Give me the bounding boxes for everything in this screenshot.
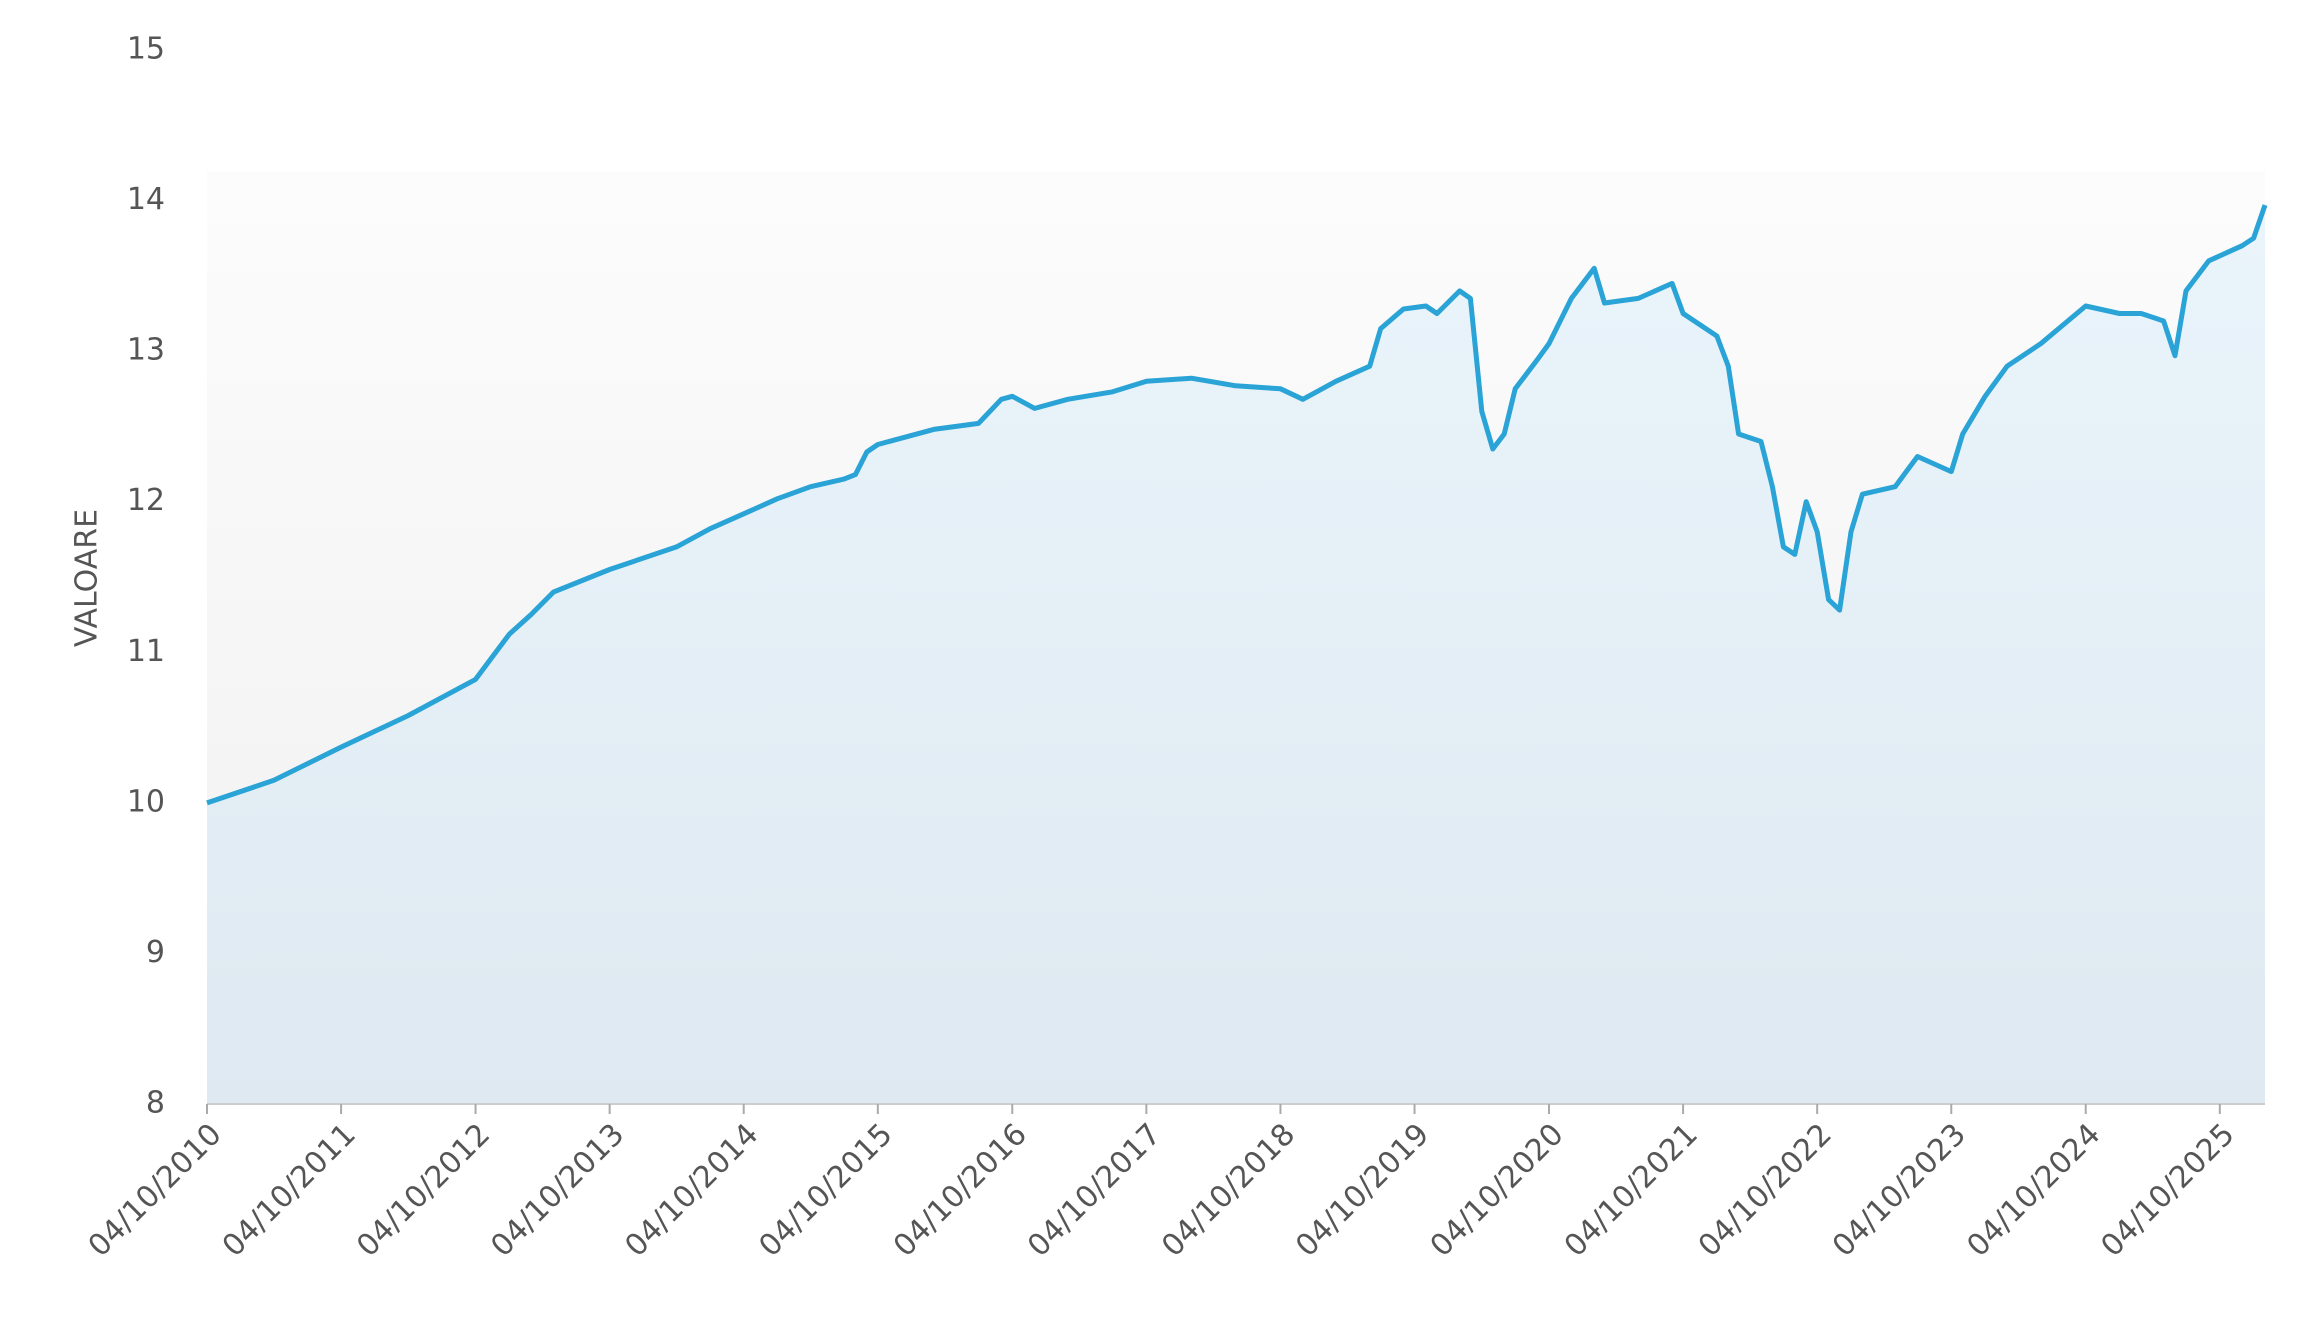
x-tick-label: 04/10/2020 [1424,1117,1571,1264]
x-tick-label: 04/10/2011 [216,1117,363,1264]
x-tick-label: 04/10/2013 [484,1117,631,1264]
x-tick-label: 04/10/2019 [1289,1117,1436,1264]
y-tick-label: 12 [127,483,165,518]
y-tick-label: 10 [127,784,165,819]
x-tick-label: 04/10/2018 [1155,1117,1302,1264]
x-tick-label: 04/10/2022 [1692,1117,1839,1264]
y-tick-label: 8 [146,1086,165,1121]
y-tick-label: 11 [127,634,165,669]
x-tick-label: 04/10/2010 [82,1117,229,1264]
y-tick-label: 14 [127,182,165,217]
y-tick-label: 9 [146,935,165,970]
y-tick-label: 15 [127,32,165,67]
x-tick-label: 04/10/2023 [1826,1117,1973,1264]
x-tick-label: 04/10/2015 [752,1117,899,1264]
area [207,205,2265,1105]
x-tick-label: 04/10/2016 [887,1117,1034,1264]
x-tick-label: 04/10/2012 [350,1117,497,1264]
x-tick-label: 04/10/2025 [2094,1117,2241,1264]
x-tick-label: 04/10/2017 [1021,1117,1168,1264]
x-tick-label: 04/10/2014 [618,1117,765,1264]
x-tick-label: 04/10/2021 [1558,1117,1705,1264]
y-tick-label: 13 [127,333,165,368]
x-tick-label: 04/10/2024 [1960,1117,2107,1264]
y-axis-label: VALOARE [70,509,105,647]
line [206,204,2268,806]
